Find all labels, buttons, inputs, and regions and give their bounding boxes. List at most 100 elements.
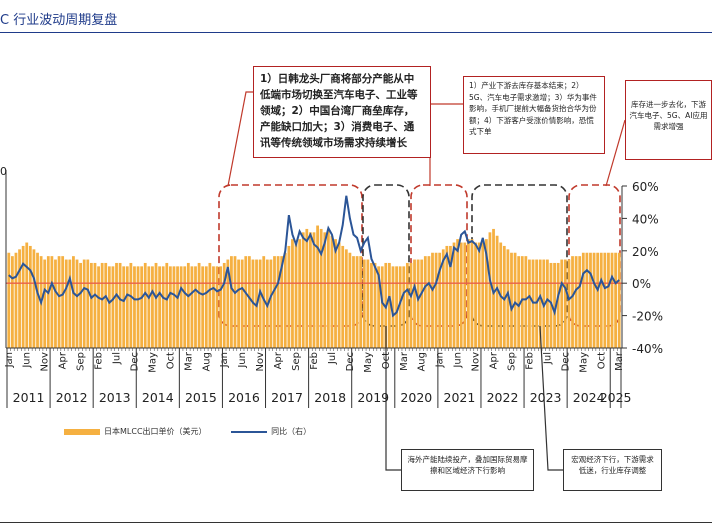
x-year-label: 2018 [314, 390, 346, 405]
bar-mark [165, 262, 169, 348]
bar-mark [355, 256, 359, 348]
x-month-tick-label: Feb [309, 352, 320, 370]
bar-mark [445, 245, 449, 348]
bar-mark [459, 242, 463, 348]
bar-mark [362, 259, 366, 348]
bar-mark [402, 266, 406, 348]
bar-mark [510, 252, 513, 348]
bar-mark [366, 259, 370, 348]
legend-label-bar: 日本MLCC出口单价（美元） [104, 427, 207, 436]
bar-mark [395, 266, 398, 348]
bar-mark [352, 256, 355, 348]
bar-mark [380, 266, 384, 348]
bar-mark [10, 256, 14, 348]
bar-mark [283, 252, 287, 348]
bar-mark [104, 262, 108, 348]
bar-mark [291, 239, 294, 348]
bar-mark [431, 252, 434, 348]
bar-mark [563, 259, 567, 348]
bar-mark [388, 262, 391, 348]
bar-mark [129, 262, 133, 348]
bar-mark [449, 245, 452, 348]
annotation-2022-2023: 宏观经济下行，下游需求低迷，行业库存调整 [563, 449, 662, 491]
bar-mark [520, 256, 524, 348]
right-axis-tick-label: 40% [632, 212, 659, 226]
bar-mark [467, 239, 470, 348]
bar-mark [596, 252, 600, 348]
bar-mark [222, 262, 226, 348]
bar-mark [348, 252, 352, 348]
bar-mark [341, 245, 345, 348]
bar-mark [452, 242, 456, 348]
bar-mark [18, 249, 21, 348]
bar-mark [140, 266, 144, 348]
bar-mark [607, 252, 610, 348]
bar-mark [413, 259, 416, 348]
annotation-2024-2025: 库存进一步去化，下游汽车电子、5G、AI应用需求增强 [625, 80, 712, 160]
legend-label-line: 同比（右） [271, 427, 312, 436]
right-axis-tick-label: -40% [632, 342, 663, 356]
bar-mark [97, 266, 100, 348]
x-year-label: 2013 [99, 390, 131, 405]
bar-mark [50, 256, 54, 348]
bar-mark [488, 232, 492, 348]
x-month-tick-label: Nov [255, 352, 266, 372]
bar-mark [535, 259, 539, 348]
bar-mark [215, 266, 219, 348]
bar-mark [89, 262, 93, 348]
x-month-tick-label: Aug [201, 352, 212, 372]
bar-mark [492, 228, 495, 348]
bar-mark [122, 266, 126, 348]
bar-mark [377, 266, 381, 348]
bar-mark [258, 259, 262, 348]
bar-mark [176, 266, 179, 348]
bar-mark [273, 256, 276, 348]
bar-mark [409, 262, 413, 348]
bar-mark [334, 239, 337, 348]
bar-mark [28, 245, 32, 348]
bar-mark [337, 242, 341, 348]
x-month-tick-label: Jul [327, 352, 338, 365]
bar-mark [373, 262, 377, 348]
x-month-tick-label: Dec [345, 352, 356, 371]
bar-mark [201, 266, 205, 348]
bar-mark [571, 256, 574, 348]
bar-mark [298, 239, 302, 348]
bar-mark [168, 266, 172, 348]
x-month-tick-label: Oct [596, 352, 607, 369]
leader-line-note5 [539, 325, 563, 471]
bar-mark [578, 256, 582, 348]
bar-mark [592, 252, 596, 348]
bar-mark [72, 256, 75, 348]
right-axis-tick-label: 60% [632, 180, 659, 194]
x-month-tick-label: Oct [165, 352, 176, 369]
x-year-label: 2015 [185, 390, 217, 405]
bar-mark [312, 232, 316, 348]
bar-mark [183, 266, 187, 348]
chart-legend: 日本MLCC出口单价（美元） 同比（右） [64, 426, 311, 437]
bar-mark [470, 239, 474, 348]
x-year-label: 2022 [487, 390, 519, 405]
annotation-2016-2018: 1）日韩龙头厂商将部分产能从中低端市场切换至汽车电子、工业等领域；2）中国台湾厂… [253, 66, 431, 158]
bar-mark [230, 256, 233, 348]
x-month-tick-label: Oct [381, 352, 392, 369]
bar-mark [154, 262, 158, 348]
bar-mark [513, 252, 517, 348]
bar-mark [75, 259, 79, 348]
bar-mark [57, 256, 61, 348]
bar-mark [219, 266, 223, 348]
bar-mark [610, 252, 614, 348]
bar-mark [190, 266, 194, 348]
x-month-tick-label: May [363, 352, 374, 373]
bar-mark [79, 262, 82, 348]
left-axis-tick-label: 0 [0, 165, 7, 178]
page-title: C 行业波动周期复盘 [0, 13, 118, 28]
bar-mark [528, 259, 531, 348]
bar-mark [567, 259, 571, 348]
bar-mark [506, 249, 510, 348]
bar-mark [477, 242, 481, 348]
x-month-tick-label: Sep [291, 352, 302, 371]
x-month-tick-label: Apr [273, 351, 284, 369]
bar-mark [197, 262, 201, 348]
bar-mark [434, 252, 438, 348]
